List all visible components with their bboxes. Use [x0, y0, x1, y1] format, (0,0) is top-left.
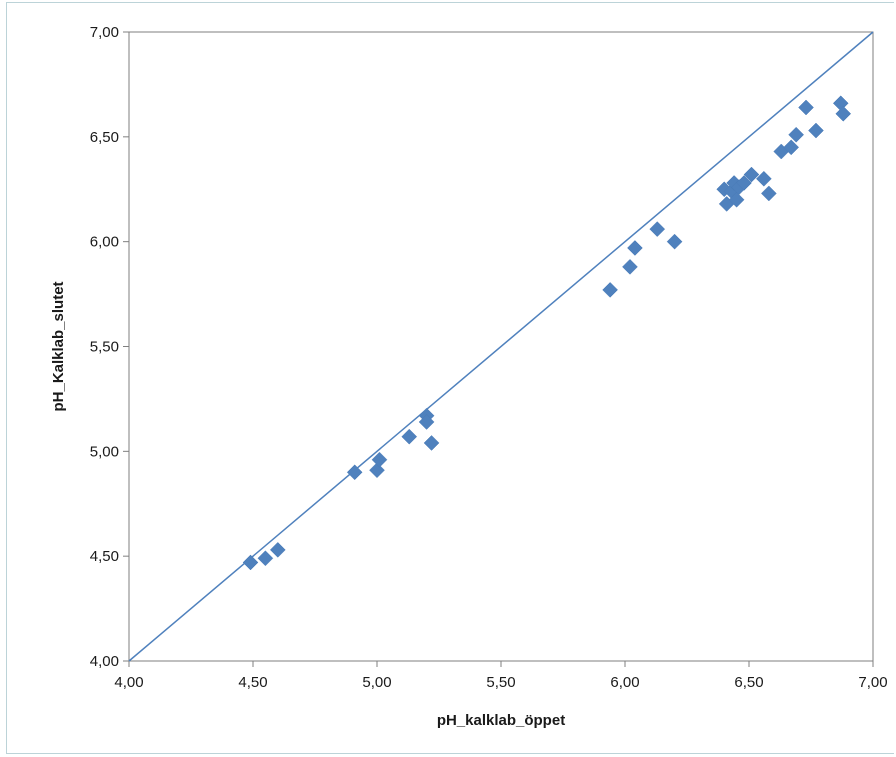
data-point [371, 451, 388, 468]
data-point [666, 233, 683, 250]
y-axis-title: pH_Kalklab_slutet [50, 281, 67, 411]
data-point [743, 166, 760, 183]
x-axis-title: pH_kalklab_öppet [437, 712, 565, 729]
y-tick-label: 5,00 [90, 443, 119, 460]
y-tick-label: 6,00 [90, 234, 119, 251]
data-point [269, 542, 286, 558]
data-point [835, 105, 852, 122]
y-tick-labels: 4,00 4,50 5,00 5,50 6,00 6,50 7,00 [90, 24, 129, 670]
x-tick-label: 4,00 [114, 674, 143, 691]
x-tick-label: 7,00 [858, 674, 887, 691]
data-point [242, 554, 259, 571]
y-tick-label: 5,50 [90, 339, 119, 356]
chart-frame: 4,00 4,50 5,00 5,50 6,00 6,50 7,00 4,00 4,50 5,0… [6, 2, 894, 754]
data-point [798, 99, 814, 116]
data-point [627, 240, 643, 256]
data-points [242, 95, 852, 571]
data-point [369, 462, 385, 479]
data-point [346, 464, 363, 481]
data-point [401, 428, 418, 445]
x-tick-labels: 4,00 4,50 5,00 5,50 6,00 6,50 7,00 [114, 661, 888, 691]
data-point [783, 139, 800, 156]
data-point [418, 414, 435, 430]
reference-line [128, 31, 874, 662]
y-tick-label: 4,00 [90, 653, 119, 670]
x-tick-label: 4,50 [238, 674, 267, 691]
data-point [736, 175, 752, 191]
y-tick-label: 7,00 [90, 24, 119, 41]
data-point [756, 170, 772, 187]
data-point [728, 191, 745, 208]
x-tick-label: 6,50 [734, 674, 763, 691]
x-tick-label: 6,00 [610, 674, 639, 691]
data-point [622, 258, 638, 275]
data-point [788, 126, 804, 143]
data-point [760, 185, 777, 202]
data-point [649, 221, 666, 237]
data-point [423, 435, 440, 451]
scatter-chart: 4,00 4,50 5,00 5,50 6,00 6,50 7,00 4,00 4,50 5,0… [50, 24, 888, 729]
data-point [808, 122, 824, 139]
y-tick-label: 4,50 [90, 548, 119, 565]
x-tick-label: 5,50 [486, 674, 515, 691]
data-point [257, 550, 274, 567]
y-tick-label: 6,50 [90, 129, 119, 146]
data-point [602, 282, 618, 298]
x-tick-label: 5,00 [362, 674, 391, 691]
